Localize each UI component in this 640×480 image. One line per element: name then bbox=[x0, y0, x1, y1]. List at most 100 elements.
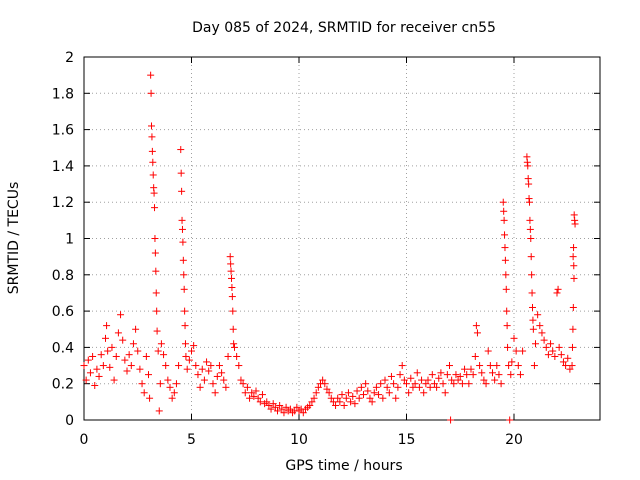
data-point bbox=[327, 394, 335, 402]
ticks: 00.20.40.60.811.21.41.61.820 5 10 15 20 bbox=[52, 50, 600, 448]
data-point bbox=[405, 389, 413, 397]
data-point bbox=[119, 336, 127, 344]
data-point bbox=[390, 380, 398, 388]
data-point bbox=[528, 303, 536, 311]
data-point bbox=[564, 354, 572, 362]
data-point bbox=[407, 374, 415, 382]
data-point bbox=[99, 362, 107, 370]
data-point bbox=[146, 394, 154, 402]
data-point bbox=[226, 253, 234, 261]
data-point bbox=[452, 371, 460, 379]
data-point bbox=[123, 367, 131, 375]
data-point bbox=[152, 267, 160, 275]
data-point bbox=[246, 394, 254, 402]
data-point bbox=[500, 207, 508, 215]
data-point bbox=[103, 322, 111, 330]
data-point bbox=[263, 398, 271, 406]
data-point bbox=[125, 351, 133, 359]
data-point bbox=[370, 389, 378, 397]
data-point bbox=[278, 405, 286, 413]
data-point bbox=[321, 380, 329, 388]
y-axis-label: SRMTID / TECUs bbox=[6, 182, 22, 295]
data-point bbox=[508, 358, 516, 366]
data-point bbox=[299, 409, 307, 417]
data-point bbox=[181, 322, 189, 330]
data-point bbox=[482, 380, 490, 388]
data-point bbox=[553, 289, 561, 297]
data-point bbox=[372, 383, 380, 391]
data-point bbox=[441, 389, 449, 397]
data-point bbox=[231, 343, 238, 351]
data-point bbox=[484, 347, 492, 355]
data-point bbox=[80, 362, 88, 370]
data-point bbox=[396, 371, 404, 379]
data-point bbox=[170, 389, 178, 397]
data-point bbox=[383, 383, 391, 391]
data-point bbox=[175, 362, 183, 370]
data-point bbox=[570, 244, 578, 252]
data-point bbox=[148, 147, 156, 155]
data-point bbox=[437, 369, 445, 377]
data-point bbox=[489, 369, 496, 377]
data-point bbox=[188, 347, 195, 355]
data-point bbox=[430, 380, 438, 388]
data-point bbox=[334, 394, 342, 402]
data-point bbox=[151, 204, 159, 212]
data-point bbox=[104, 347, 112, 355]
data-point bbox=[514, 362, 522, 370]
data-point bbox=[519, 347, 527, 355]
data-point bbox=[178, 187, 186, 195]
data-point bbox=[497, 380, 505, 388]
data-point bbox=[150, 189, 158, 197]
data-point bbox=[446, 362, 453, 370]
data-point bbox=[97, 351, 105, 359]
data-point bbox=[178, 225, 186, 233]
data-point bbox=[282, 403, 290, 411]
data-point bbox=[338, 391, 346, 399]
y-tick-label: 0.2 bbox=[52, 377, 74, 393]
data-point bbox=[377, 380, 385, 388]
data-point bbox=[89, 352, 97, 360]
data-point bbox=[229, 325, 237, 333]
data-point bbox=[503, 307, 511, 315]
data-point bbox=[516, 371, 524, 379]
data-point bbox=[162, 362, 170, 370]
data-point bbox=[211, 389, 219, 397]
x-tick-label: 10 bbox=[290, 432, 308, 448]
data-point bbox=[507, 371, 515, 379]
data-point bbox=[342, 394, 350, 402]
data-point bbox=[112, 352, 120, 360]
data-point bbox=[357, 383, 365, 391]
x-tick-label: 15 bbox=[398, 432, 416, 448]
data-point bbox=[93, 365, 101, 373]
data-point bbox=[325, 389, 333, 397]
data-point bbox=[121, 356, 129, 364]
data-point bbox=[478, 369, 486, 377]
data-point bbox=[329, 398, 337, 406]
data-point bbox=[364, 387, 372, 395]
data-point bbox=[227, 260, 235, 268]
data-point bbox=[471, 352, 479, 360]
data-point bbox=[544, 351, 552, 359]
data-point bbox=[178, 216, 186, 224]
data-point bbox=[394, 383, 402, 391]
data-point bbox=[433, 383, 441, 391]
data-point bbox=[148, 133, 156, 141]
data-point bbox=[458, 380, 466, 388]
data-point bbox=[400, 376, 408, 384]
data-point bbox=[415, 383, 423, 391]
data-point bbox=[403, 380, 410, 388]
data-point bbox=[422, 380, 430, 388]
data-point bbox=[349, 392, 357, 400]
data-point bbox=[185, 356, 193, 364]
data-point bbox=[147, 71, 155, 79]
data-point bbox=[82, 376, 90, 384]
data-point bbox=[559, 358, 567, 366]
data-point bbox=[230, 340, 238, 348]
data-point bbox=[220, 376, 228, 384]
data-point bbox=[336, 398, 344, 406]
data-point bbox=[366, 394, 374, 402]
data-point bbox=[151, 235, 159, 242]
